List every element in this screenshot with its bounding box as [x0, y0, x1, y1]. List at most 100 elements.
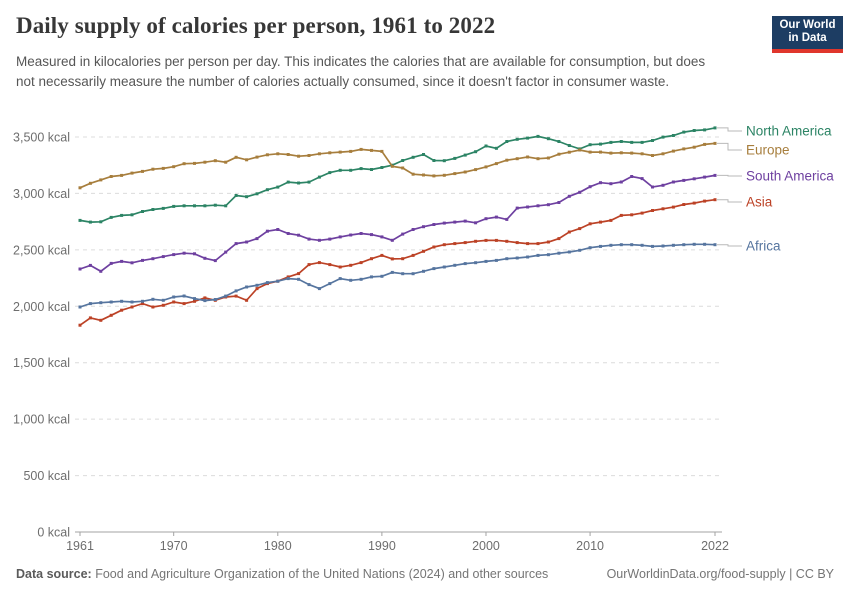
data-point — [328, 263, 332, 267]
data-point — [484, 144, 488, 148]
legend-connector — [717, 199, 742, 203]
data-point — [307, 263, 311, 267]
data-point — [359, 232, 363, 235]
data-point — [557, 201, 561, 204]
data-point — [526, 205, 530, 209]
line-north-america[interactable] — [79, 127, 716, 223]
data-point — [78, 305, 82, 309]
data-point — [609, 140, 613, 144]
data-point — [203, 296, 207, 300]
x-tick-label: 1990 — [368, 539, 396, 553]
owid-logo[interactable]: Our World in Data — [772, 16, 843, 53]
owid-logo-stripe — [772, 49, 843, 53]
data-point — [99, 220, 103, 224]
data-point — [453, 242, 457, 246]
data-point — [120, 259, 124, 263]
chart-footer: Data source: Food and Agriculture Organi… — [16, 567, 834, 581]
data-point — [411, 172, 415, 176]
data-point — [390, 257, 394, 261]
data-point — [692, 145, 696, 149]
data-point — [588, 185, 592, 189]
data-point — [380, 274, 384, 278]
data-point — [682, 243, 686, 247]
data-point — [609, 218, 613, 222]
data-point — [526, 255, 530, 259]
data-point — [619, 180, 623, 184]
data-point — [661, 207, 665, 211]
data-point — [453, 263, 457, 267]
data-point — [578, 227, 582, 231]
data-point — [297, 233, 301, 237]
data-point — [234, 289, 238, 293]
data-point — [172, 204, 176, 208]
data-point — [526, 242, 530, 246]
data-point — [630, 243, 634, 247]
data-point — [276, 185, 280, 189]
data-point — [609, 182, 613, 186]
data-point — [713, 141, 717, 145]
legend-connector — [717, 142, 742, 151]
data-point — [276, 279, 280, 283]
data-source-label: Data source: — [16, 567, 92, 581]
legend-label-north-america[interactable]: North America — [746, 124, 832, 139]
data-point — [692, 242, 696, 246]
data-point — [640, 243, 644, 247]
data-point — [442, 265, 446, 269]
data-point — [651, 209, 654, 212]
data-point — [494, 146, 498, 150]
legend-label-europe[interactable]: Europe — [746, 143, 790, 158]
data-point — [297, 277, 301, 281]
data-point — [609, 151, 613, 155]
line-africa[interactable] — [79, 243, 716, 308]
data-point — [661, 135, 665, 139]
data-point — [494, 258, 498, 262]
data-point — [286, 153, 290, 156]
data-point — [370, 233, 373, 237]
data-point — [463, 241, 467, 245]
data-point — [359, 147, 363, 151]
data-point — [651, 139, 654, 142]
data-point — [297, 181, 301, 185]
x-tick-label: 1970 — [160, 539, 188, 553]
data-point — [130, 261, 134, 265]
data-point — [265, 281, 269, 285]
data-point — [88, 316, 92, 320]
data-point — [411, 253, 415, 257]
data-point — [557, 237, 561, 241]
data-point — [442, 173, 446, 177]
data-point — [245, 298, 249, 302]
data-point — [557, 140, 561, 143]
data-point — [630, 151, 634, 155]
data-point — [349, 149, 353, 153]
legend-label-asia[interactable]: Asia — [746, 195, 773, 210]
data-point — [578, 148, 582, 152]
data-point — [182, 204, 186, 208]
legend-label-south-america[interactable]: South America — [746, 169, 834, 184]
data-point — [193, 299, 196, 303]
data-point — [474, 239, 478, 243]
data-point — [297, 154, 301, 158]
data-point — [588, 222, 592, 226]
legend-connector — [717, 127, 742, 132]
data-point — [390, 238, 394, 242]
data-point — [88, 220, 92, 224]
data-point — [578, 248, 582, 252]
data-point — [619, 243, 623, 247]
data-point — [682, 147, 686, 151]
data-point — [411, 228, 415, 231]
data-point — [453, 220, 457, 224]
line-europe[interactable] — [79, 142, 716, 189]
legend-label-africa[interactable]: Africa — [746, 239, 781, 254]
data-point — [484, 217, 488, 221]
data-point — [474, 150, 478, 154]
data-point — [255, 237, 259, 241]
data-point — [567, 194, 571, 198]
data-point — [224, 160, 228, 164]
credit-link[interactable]: OurWorldinData.org/food-supply | CC BY — [606, 567, 834, 581]
data-point — [432, 174, 436, 178]
line-south-america[interactable] — [79, 174, 716, 273]
data-point — [370, 257, 373, 261]
line-asia[interactable] — [79, 198, 716, 326]
data-point — [151, 167, 155, 171]
